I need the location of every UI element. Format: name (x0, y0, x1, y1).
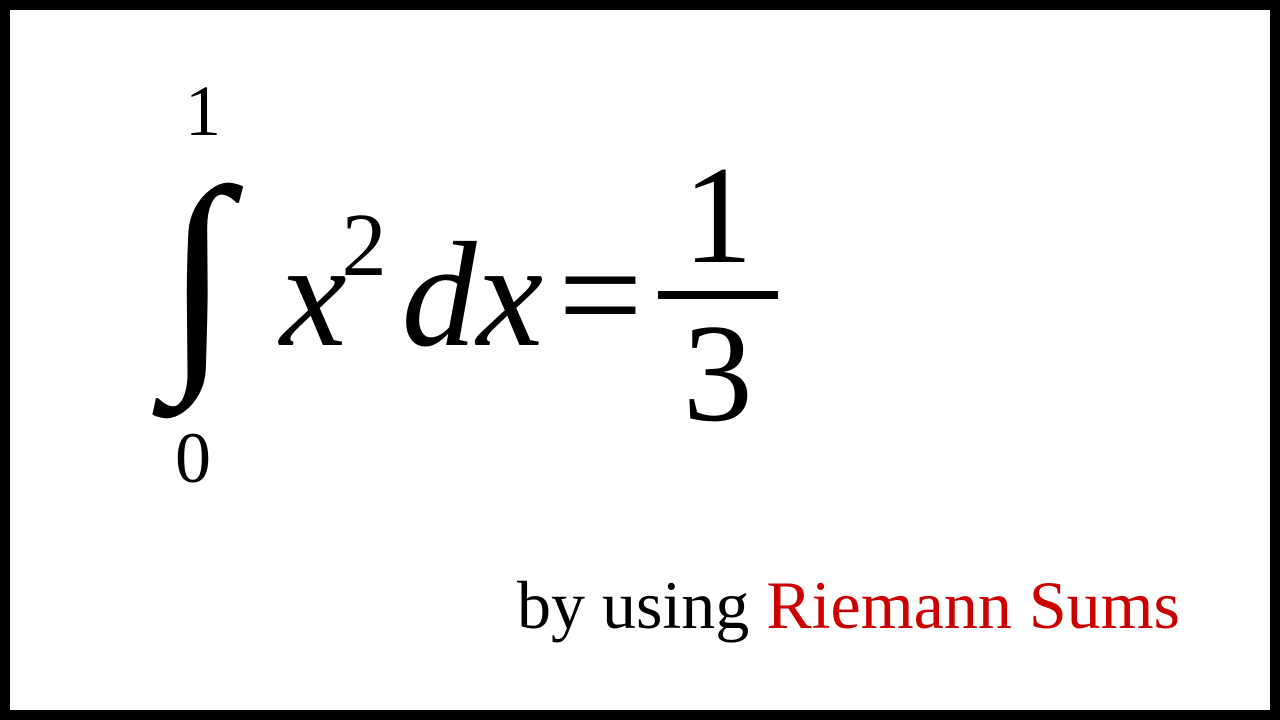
numerator: 1 (683, 146, 753, 286)
lower-limit: 0 (175, 417, 211, 500)
variable-x: x (280, 209, 347, 381)
differential: dx (402, 209, 544, 381)
denominator: 3 (683, 304, 753, 444)
exponent: 2 (342, 194, 387, 297)
integral-equation: 1 ∫ 0 x 2 dx = 1 3 (150, 80, 778, 480)
integral-with-limits: 1 ∫ 0 (150, 80, 250, 480)
integrand-expression: x 2 dx (280, 209, 543, 381)
subtitle-text: by using Riemann Sums (517, 566, 1180, 645)
subtitle-highlight: Riemann Sums (766, 567, 1180, 643)
equals-sign: = (558, 209, 643, 381)
subtitle-prefix: by using (517, 567, 766, 643)
integral-symbol: ∫ (165, 165, 231, 381)
result-fraction: 1 3 (658, 146, 778, 444)
